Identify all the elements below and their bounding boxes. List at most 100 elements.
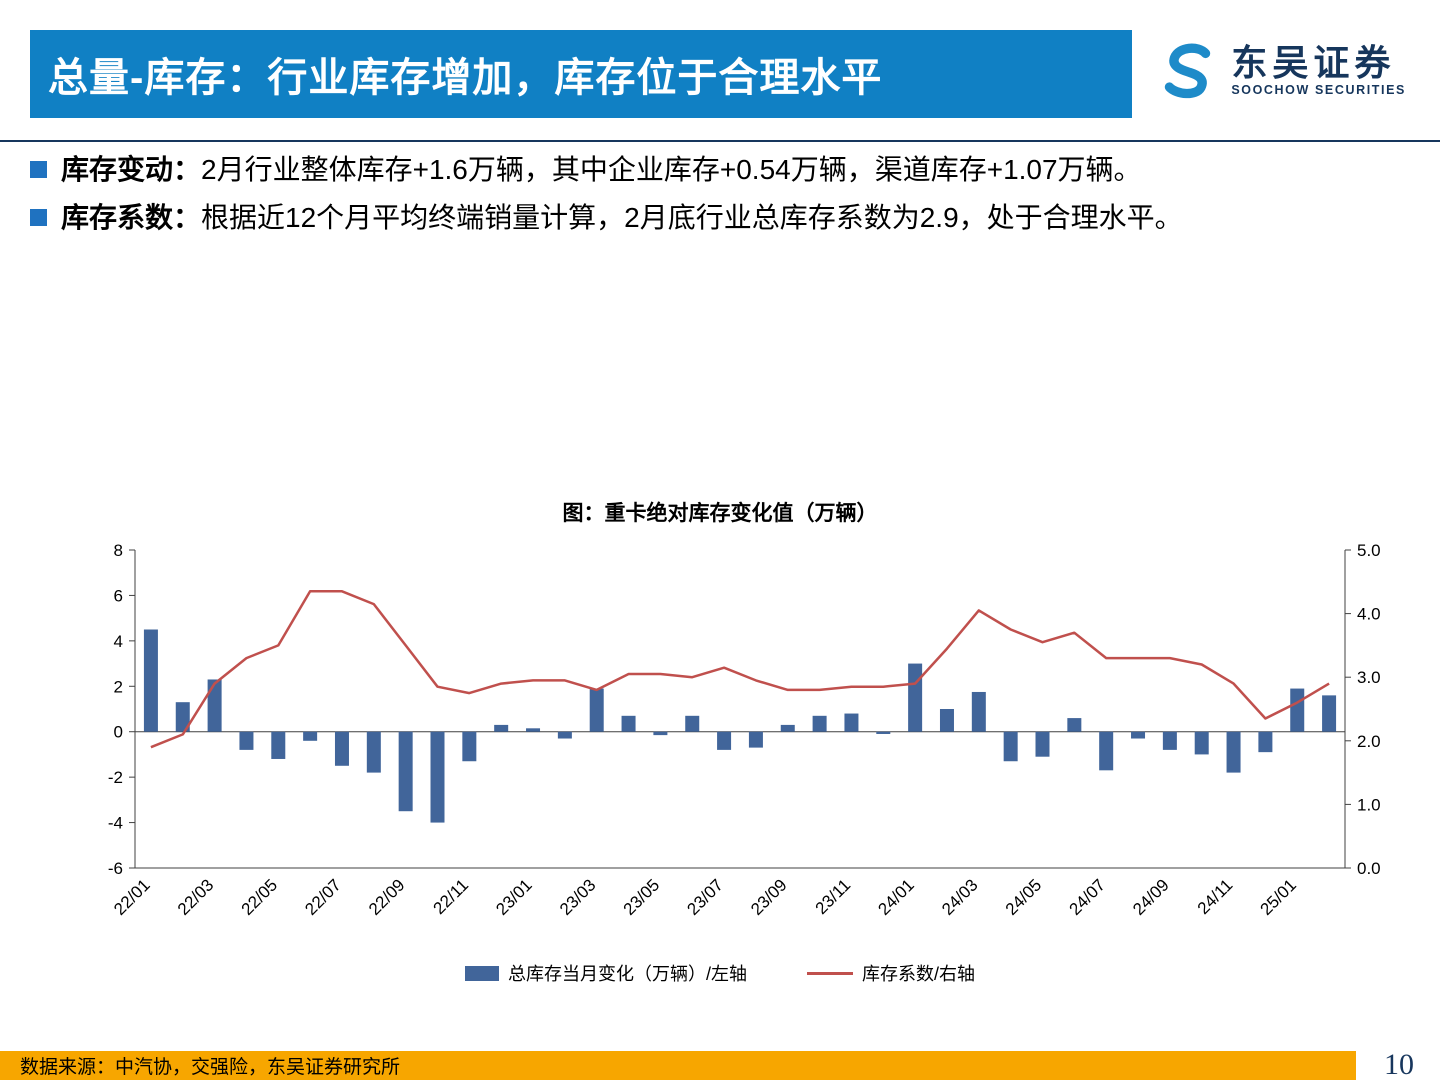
brand-name: 东吴证券 (1231, 43, 1396, 84)
bar (653, 731, 668, 736)
left-axis-label: 4 (114, 632, 123, 651)
x-axis-label: 24/09 (1129, 875, 1173, 919)
title-bar: 总量-库存：行业库存增加，库存位于合理水平 (30, 30, 1132, 118)
bullet-text: 库存变动：2月行业整体库存+1.6万辆，其中企业库存+0.54万辆，渠道库存+1… (61, 150, 1142, 190)
left-axis-label: 6 (114, 586, 123, 605)
bar (780, 724, 795, 732)
series-line (150, 590, 1330, 749)
bar (143, 629, 158, 732)
x-axis-label: 22/05 (238, 875, 282, 919)
x-axis-label: 25/01 (1257, 875, 1301, 919)
legend-item-line: 库存系数/右轴 (806, 960, 975, 986)
bar (366, 731, 381, 773)
inventory-change-chart: 8 6 4 2 0 -2 -4 -6 5.0 4.0 3.0 2.0 1.0 0.0 22/01 22/03 2… (108, 541, 1381, 919)
bar (398, 731, 413, 812)
bar (207, 679, 222, 732)
x-axis-label: 22/09 (365, 875, 409, 919)
legend-item-bars: 总库存当月变化（万辆）/左轴 (464, 960, 747, 986)
chart-legend: 总库存当月变化（万辆）/左轴 库存系数/右轴 (0, 960, 1440, 986)
bar (812, 715, 827, 732)
bar (557, 731, 572, 739)
bar (908, 663, 923, 732)
bullet-list: 库存变动：2月行业整体库存+1.6万辆，其中企业库存+0.54万辆，渠道库存+1… (30, 150, 1420, 246)
bar (621, 715, 636, 732)
bar (494, 724, 509, 732)
legend-line-label: 库存系数/右轴 (861, 964, 975, 984)
left-axis-label: -4 (108, 814, 123, 833)
x-axis-label: 23/03 (556, 875, 600, 919)
legend-bar-swatch-icon (464, 965, 499, 981)
bullet-body: 根据近12个月平均终端销量计算，2月底行业总库存系数为2.9，处于合理水平。 (201, 202, 1183, 233)
bar (1322, 695, 1337, 732)
bar (303, 731, 318, 741)
x-axis-label: 23/01 (492, 875, 536, 919)
bar (876, 731, 891, 734)
right-axis-label: 4.0 (1357, 605, 1381, 624)
data-source-text: 数据来源：中汽协，交强险，东吴证券研究所 (20, 1057, 401, 1078)
bar (971, 691, 986, 732)
left-axis-label: -6 (108, 859, 123, 878)
bar (1003, 731, 1018, 762)
bar (1194, 731, 1209, 755)
x-axis-label: 24/11 (1194, 875, 1237, 918)
brand-logo: 东吴证券 SOOCHOW SECURITIES (1157, 40, 1406, 102)
bar (1131, 731, 1146, 739)
bullet-label: 库存变动： (61, 154, 202, 185)
bar (526, 728, 541, 732)
page-title: 总量-库存：行业库存增加，库存位于合理水平 (48, 56, 883, 100)
right-axis-label: 5.0 (1357, 541, 1381, 560)
right-axis-label: 3.0 (1357, 668, 1381, 687)
bar (589, 688, 604, 732)
bar (685, 715, 700, 732)
bullet-body: 2月行业整体库存+1.6万辆，其中企业库存+0.54万辆，渠道库存+1.07万辆… (201, 154, 1142, 185)
source-bar: 数据来源：中汽协，交强险，东吴证券研究所 (0, 1051, 1356, 1080)
x-axis-label: 23/11 (812, 875, 855, 918)
right-axis-label: 0.0 (1357, 859, 1381, 878)
right-axis-label: 2.0 (1357, 732, 1381, 751)
x-axis-label: 22/11 (430, 875, 473, 918)
x-axis-label: 24/03 (938, 875, 982, 919)
left-axis-label: -2 (108, 768, 123, 787)
bar (1035, 731, 1050, 757)
brand-subtitle: SOOCHOW SECURITIES (1231, 82, 1406, 97)
bar (1226, 731, 1241, 773)
bar (1162, 731, 1177, 750)
left-axis-label: 8 (114, 541, 123, 560)
bullet-square-icon (30, 161, 47, 178)
left-axis-label: 2 (114, 677, 123, 696)
x-axis-label: 24/05 (1002, 875, 1046, 919)
soochow-logo-icon (1165, 43, 1211, 99)
bullet-item-inventory-ratio: 库存系数：根据近12个月平均终端销量计算，2月底行业总库存系数为2.9，处于合理… (30, 198, 1420, 238)
x-axis-label: 23/07 (683, 875, 727, 919)
bar (175, 702, 190, 732)
x-axis-label: 22/07 (301, 875, 345, 919)
left-axis-label: 0 (114, 723, 123, 742)
bullet-text: 库存系数：根据近12个月平均终端销量计算，2月底行业总库存系数为2.9，处于合理… (61, 198, 1183, 238)
bullet-square-icon (30, 209, 47, 226)
legend-line-swatch-icon (806, 971, 853, 975)
bar (939, 709, 954, 732)
bar (1099, 731, 1114, 771)
x-axis-label: 23/09 (747, 875, 791, 919)
right-axis-label: 1.0 (1357, 795, 1381, 814)
page-number: 10 (1384, 1048, 1414, 1080)
chart-title: 图：重卡绝对库存变化值（万辆） (562, 502, 878, 525)
bar (430, 731, 445, 823)
bar (1290, 688, 1305, 732)
bar (462, 731, 477, 762)
bar (748, 731, 763, 748)
header-divider (0, 140, 1440, 142)
x-axis-label: 22/03 (174, 875, 218, 919)
bullet-item-inventory-change: 库存变动：2月行业整体库存+1.6万辆，其中企业库存+0.54万辆，渠道库存+1… (30, 150, 1420, 190)
x-axis-label: 22/01 (110, 875, 154, 919)
x-axis-label: 24/01 (874, 875, 918, 919)
brand-text: 东吴证券 SOOCHOW SECURITIES (1231, 43, 1406, 97)
bar (239, 731, 254, 750)
bullet-label: 库存系数： (61, 202, 202, 233)
bar (1258, 731, 1273, 753)
legend-bar-label: 总库存当月变化（万辆）/左轴 (507, 964, 747, 984)
x-axis-label: 23/05 (620, 875, 664, 919)
bar (717, 731, 732, 750)
bar (334, 731, 349, 766)
